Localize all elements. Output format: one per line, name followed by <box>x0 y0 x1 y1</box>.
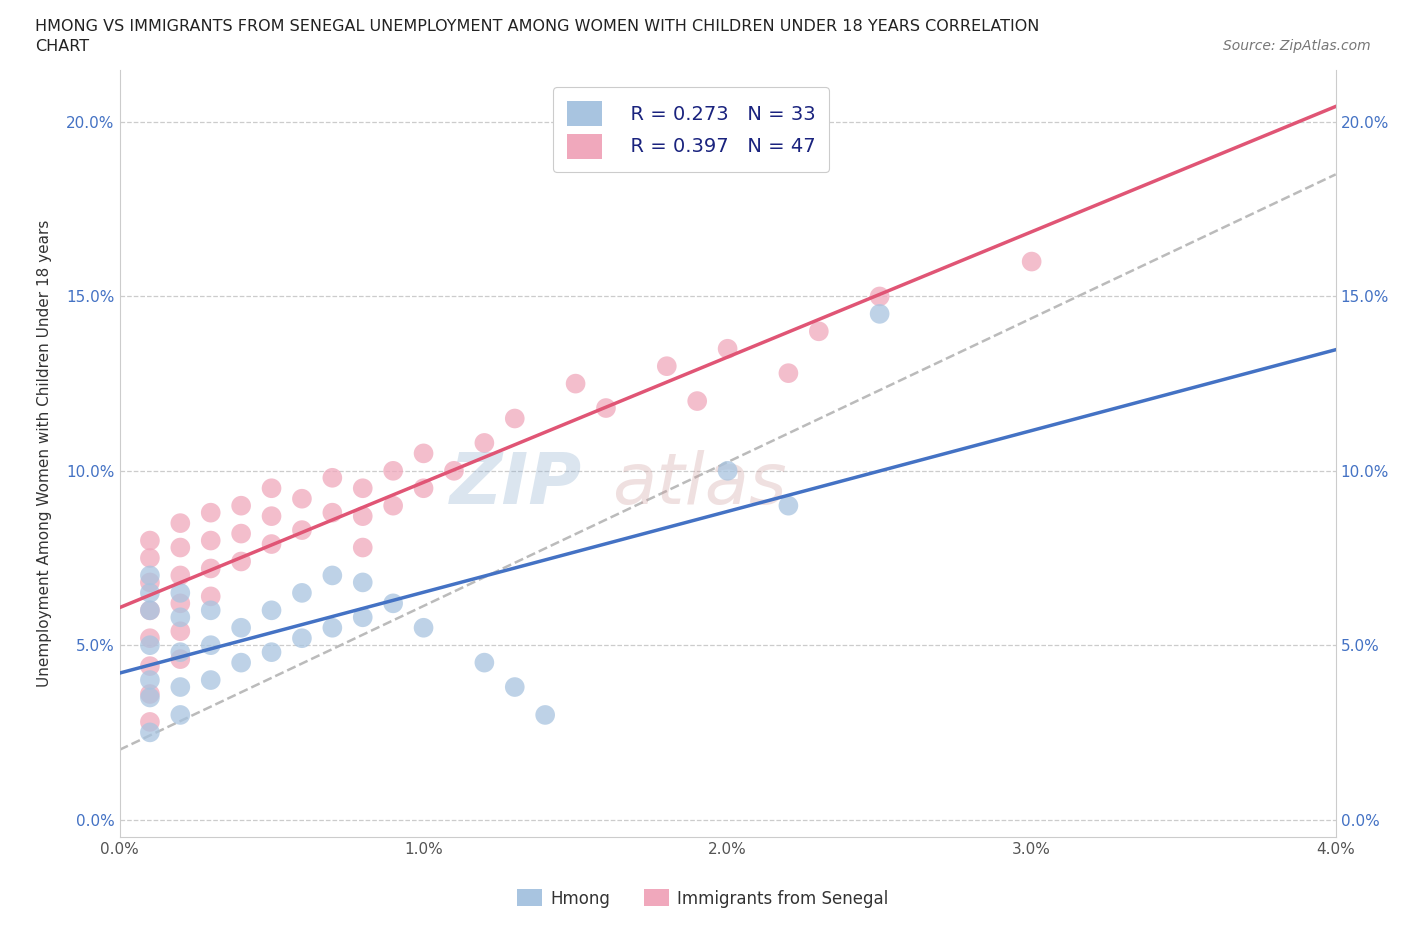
Point <box>169 624 191 639</box>
Point <box>169 680 191 695</box>
Point <box>564 377 586 392</box>
Point <box>139 568 162 583</box>
Point <box>382 498 405 513</box>
Point <box>717 463 740 478</box>
Point <box>321 471 343 485</box>
Point <box>169 652 191 667</box>
Point <box>139 690 162 705</box>
Point <box>169 596 191 611</box>
Point <box>200 561 222 576</box>
Point <box>412 481 434 496</box>
Point <box>869 307 891 322</box>
Point <box>352 481 374 496</box>
Point <box>472 435 496 450</box>
Point <box>139 686 162 701</box>
Point <box>139 586 162 601</box>
Text: HMONG VS IMMIGRANTS FROM SENEGAL UNEMPLOYMENT AMONG WOMEN WITH CHILDREN UNDER 18: HMONG VS IMMIGRANTS FROM SENEGAL UNEMPLO… <box>35 19 1039 33</box>
Point <box>169 644 191 659</box>
Point <box>655 359 678 374</box>
Point <box>139 658 162 673</box>
Point <box>595 401 617 416</box>
Point <box>260 481 283 496</box>
Point <box>807 324 830 339</box>
Point <box>139 551 162 565</box>
Point <box>139 714 162 729</box>
Point <box>260 644 283 659</box>
Point <box>321 568 343 583</box>
Point <box>200 603 222 618</box>
Point <box>1021 254 1043 269</box>
Point <box>139 638 162 653</box>
Point <box>352 540 374 555</box>
Point <box>231 620 253 635</box>
Point <box>778 365 800 380</box>
Point <box>321 505 343 520</box>
Point <box>231 554 253 569</box>
Point <box>352 509 374 524</box>
Point <box>412 620 434 635</box>
Point <box>169 568 191 583</box>
Legend: Hmong, Immigrants from Senegal: Hmong, Immigrants from Senegal <box>510 883 896 914</box>
Text: CHART: CHART <box>35 39 89 54</box>
Point <box>503 411 526 426</box>
Point <box>200 589 222 604</box>
Point <box>231 656 253 671</box>
Text: Source: ZipAtlas.com: Source: ZipAtlas.com <box>1223 39 1371 53</box>
Point <box>321 620 343 635</box>
Y-axis label: Unemployment Among Women with Children Under 18 years: Unemployment Among Women with Children U… <box>38 219 52 687</box>
Point <box>869 289 891 304</box>
Point <box>260 509 283 524</box>
Point <box>139 603 162 618</box>
Legend:   R = 0.273   N = 33,   R = 0.397   N = 47: R = 0.273 N = 33, R = 0.397 N = 47 <box>554 87 828 172</box>
Point <box>139 631 162 645</box>
Point <box>686 393 709 408</box>
Point <box>169 708 191 723</box>
Point <box>139 575 162 590</box>
Point <box>260 537 283 551</box>
Point <box>382 463 405 478</box>
Point <box>778 498 800 513</box>
Point <box>534 708 557 723</box>
Text: atlas: atlas <box>612 449 787 519</box>
Point <box>382 596 405 611</box>
Point <box>200 638 222 653</box>
Point <box>200 505 222 520</box>
Point <box>139 603 162 618</box>
Point <box>200 533 222 548</box>
Point <box>291 631 314 645</box>
Point <box>503 680 526 695</box>
Point <box>443 463 465 478</box>
Point <box>412 446 434 461</box>
Point <box>139 533 162 548</box>
Point <box>352 610 374 625</box>
Point <box>717 341 740 356</box>
Point <box>231 526 253 541</box>
Point <box>291 491 314 506</box>
Point <box>291 523 314 538</box>
Point <box>291 586 314 601</box>
Point <box>169 516 191 531</box>
Text: ZIP: ZIP <box>450 449 582 519</box>
Point <box>260 603 283 618</box>
Point <box>169 610 191 625</box>
Point <box>139 725 162 740</box>
Point <box>472 656 496 671</box>
Point <box>139 672 162 687</box>
Point <box>169 586 191 601</box>
Point <box>352 575 374 590</box>
Point <box>200 672 222 687</box>
Point <box>169 540 191 555</box>
Point <box>231 498 253 513</box>
